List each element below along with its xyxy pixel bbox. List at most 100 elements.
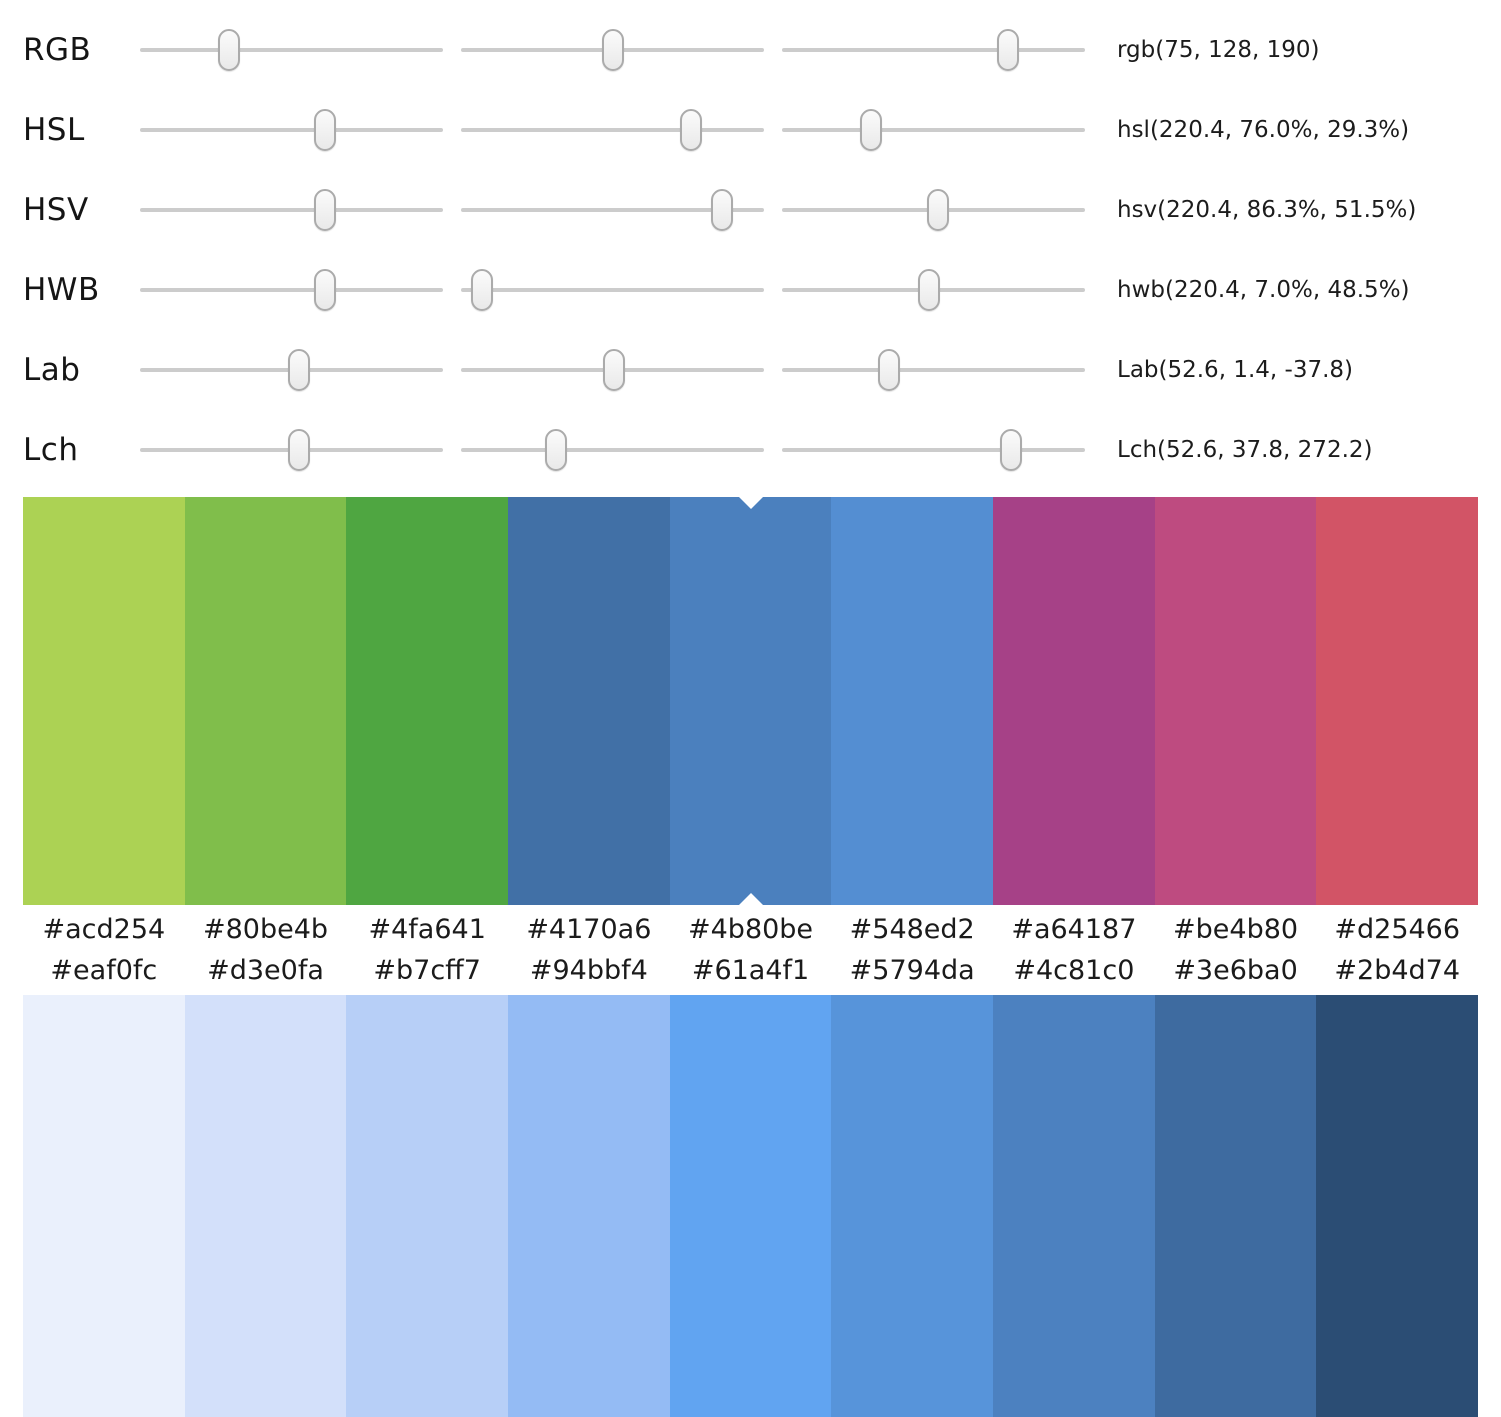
swatch-hex-label: #3e6ba0 (1173, 955, 1298, 986)
palette-swatch[interactable] (346, 497, 509, 905)
slider-thumb[interactable] (314, 269, 337, 311)
palette-swatch[interactable] (508, 497, 670, 905)
slider-track-1[interactable] (140, 107, 443, 153)
slider-track-line[interactable] (140, 288, 443, 292)
palette-swatch[interactable] (1154, 995, 1317, 1417)
palette-swatch[interactable] (669, 497, 832, 905)
slider-track-line[interactable] (782, 48, 1085, 52)
slider-track-line[interactable] (140, 128, 443, 132)
slider-row: HSV hsv(220.4, 86.3%, 51.5%) (23, 170, 1501, 250)
hue-palette-hex-labels: #acd254 #80be4b #4fa641 #4170a6 #4b80be #548e… (23, 905, 1478, 952)
selected-swatch-notch-icon (738, 497, 763, 509)
slider-row: HSL hsl(220.4, 76.0%, 29.3%) (23, 90, 1501, 170)
slider-track-line[interactable] (782, 368, 1085, 372)
slider-row: RGB rgb(75, 128, 190) (23, 10, 1501, 90)
slider-row-label: Lab (23, 352, 81, 388)
slider-thumb[interactable] (471, 269, 494, 311)
slider-thumb[interactable] (878, 349, 901, 391)
slider-track-2[interactable] (461, 187, 764, 233)
slider-value-readout: hwb(220.4, 7.0%, 48.5%) (1117, 277, 1410, 303)
swatch-hex-label: #548ed2 (849, 914, 975, 945)
slider-row-label: Lch (23, 432, 79, 468)
slider-thumb[interactable] (917, 269, 940, 311)
palette-swatch[interactable] (993, 995, 1155, 1417)
swatch-hex-label: #4c81c0 (1013, 955, 1135, 986)
slider-row: HWB hwb(220.4, 7.0%, 48.5%) (23, 250, 1501, 330)
palette-swatch[interactable] (1316, 497, 1479, 905)
slider-track-3[interactable] (782, 267, 1085, 313)
palette-swatch[interactable] (184, 497, 347, 905)
slider-thumb[interactable] (288, 429, 311, 471)
hue-variation-palette (23, 497, 1479, 905)
slider-track-1[interactable] (140, 267, 443, 313)
slider-track-3[interactable] (782, 427, 1085, 473)
slider-thumb[interactable] (1000, 429, 1023, 471)
palette-swatch[interactable] (23, 995, 185, 1417)
slider-value-readout: Lch(52.6, 37.8, 272.2) (1117, 437, 1373, 463)
slider-thumb[interactable] (545, 429, 568, 471)
slider-track-3[interactable] (782, 107, 1085, 153)
slider-value-readout: hsv(220.4, 86.3%, 51.5%) (1117, 197, 1417, 223)
slider-thumb[interactable] (996, 29, 1019, 71)
slider-row-label: RGB (23, 32, 92, 68)
palette-swatch[interactable] (1316, 995, 1479, 1417)
swatch-hex-label: #61a4f1 (691, 955, 810, 986)
color-slider-panel: RGB rgb(75, 128, 190) HSL hsl(220.4, (0, 0, 1501, 490)
slider-thumb[interactable] (218, 29, 241, 71)
palette-swatch[interactable] (23, 497, 185, 905)
swatch-hex-label: #4fa641 (368, 914, 486, 945)
swatch-hex-label: #eaf0fc (50, 955, 158, 986)
slider-track-2[interactable] (461, 347, 764, 393)
slider-track-line[interactable] (782, 448, 1085, 452)
slider-track-1[interactable] (140, 427, 443, 473)
slider-track-line[interactable] (461, 288, 764, 292)
slider-track-3[interactable] (782, 187, 1085, 233)
slider-track-line[interactable] (140, 208, 443, 212)
slider-thumb[interactable] (711, 189, 734, 231)
slider-track-1[interactable] (140, 187, 443, 233)
slider-thumb[interactable] (859, 109, 882, 151)
slider-track-2[interactable] (461, 27, 764, 73)
slider-thumb[interactable] (680, 109, 703, 151)
slider-row-label: HWB (23, 272, 100, 308)
slider-row: Lch Lch(52.6, 37.8, 272.2) (23, 410, 1501, 490)
swatch-hex-label: #d3e0fa (207, 955, 324, 986)
swatch-hex-label: #acd254 (42, 914, 166, 945)
slider-track-2[interactable] (461, 107, 764, 153)
palette-swatch[interactable] (184, 995, 347, 1417)
slider-thumb[interactable] (927, 189, 950, 231)
slider-track-3[interactable] (782, 347, 1085, 393)
slider-thumb[interactable] (602, 29, 625, 71)
swatch-hex-label: #80be4b (202, 914, 329, 945)
slider-track-2[interactable] (461, 267, 764, 313)
palette-swatch[interactable] (1154, 497, 1317, 905)
slider-thumb[interactable] (288, 349, 311, 391)
slider-value-readout: Lab(52.6, 1.4, -37.8) (1117, 357, 1353, 383)
palette-swatch[interactable] (346, 995, 509, 1417)
palette-swatch[interactable] (831, 995, 994, 1417)
palette-swatch[interactable] (831, 497, 994, 905)
slider-row-label: HSL (23, 112, 85, 148)
slider-track-1[interactable] (140, 27, 443, 73)
slider-track-3[interactable] (782, 27, 1085, 73)
swatch-hex-label: #2b4d74 (1334, 955, 1461, 986)
palette-swatch[interactable] (508, 995, 670, 1417)
swatch-hex-label: #d25466 (1334, 914, 1461, 945)
slider-track-1[interactable] (140, 347, 443, 393)
slider-thumb[interactable] (603, 349, 625, 391)
slider-thumb[interactable] (314, 109, 337, 151)
palette-swatch[interactable] (993, 497, 1155, 905)
swatch-hex-label: #5794da (849, 955, 975, 986)
slider-track-2[interactable] (461, 427, 764, 473)
palette-swatch[interactable] (669, 995, 832, 1417)
selected-swatch-notch-icon (738, 893, 763, 905)
slider-track-line[interactable] (461, 208, 764, 212)
slider-thumb[interactable] (314, 189, 337, 231)
swatch-hex-label: #94bbf4 (529, 955, 648, 986)
slider-track-line[interactable] (140, 48, 443, 52)
swatch-hex-label: #b7cff7 (373, 955, 481, 986)
slider-track-line[interactable] (782, 128, 1085, 132)
slider-track-line[interactable] (461, 448, 764, 452)
slider-track-line[interactable] (461, 128, 764, 132)
slider-row-label: HSV (23, 192, 89, 228)
